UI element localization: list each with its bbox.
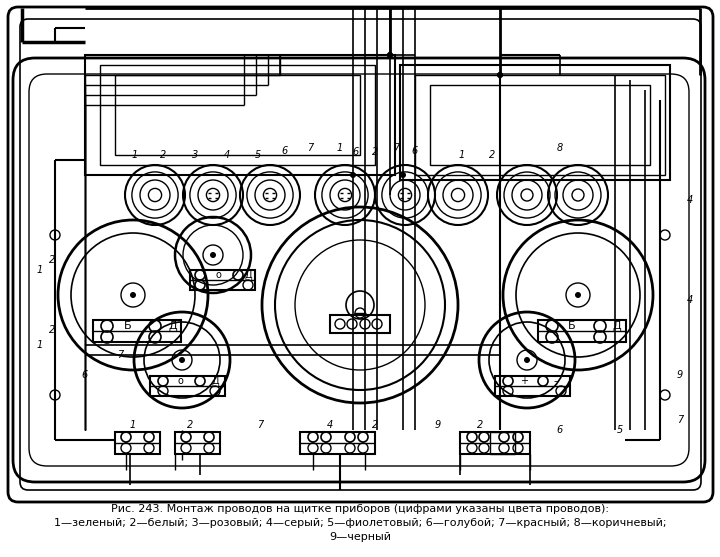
Text: 4: 4 — [687, 295, 693, 305]
Text: 6: 6 — [412, 146, 418, 156]
Bar — [490, 432, 515, 454]
Text: 9: 9 — [677, 370, 683, 380]
Bar — [93, 320, 181, 342]
Text: 1: 1 — [130, 420, 136, 430]
Text: 2: 2 — [489, 150, 495, 160]
Text: Д: Д — [211, 376, 219, 386]
Text: 2: 2 — [372, 147, 378, 157]
Text: 7: 7 — [677, 415, 683, 425]
Text: 2: 2 — [187, 420, 193, 430]
Bar — [430, 85, 650, 165]
Text: Д: Д — [613, 321, 621, 331]
Bar — [300, 432, 375, 454]
Circle shape — [130, 292, 136, 298]
Text: 4: 4 — [327, 420, 333, 430]
Circle shape — [350, 172, 356, 178]
Text: 6: 6 — [353, 147, 359, 157]
Circle shape — [400, 172, 406, 178]
Text: 9: 9 — [435, 420, 441, 430]
Text: 2: 2 — [49, 325, 55, 335]
Text: о: о — [177, 376, 183, 386]
Text: 3: 3 — [192, 150, 198, 160]
Bar — [415, 75, 665, 175]
Text: 4: 4 — [687, 195, 693, 205]
Circle shape — [210, 252, 216, 258]
Text: 1: 1 — [37, 265, 43, 275]
Circle shape — [524, 357, 530, 363]
Text: 1: 1 — [459, 150, 465, 160]
Text: 5: 5 — [617, 425, 623, 435]
Text: 9—черный: 9—черный — [329, 532, 391, 542]
Text: 6: 6 — [557, 425, 563, 435]
Text: 2: 2 — [372, 420, 378, 430]
Text: 5: 5 — [255, 150, 261, 160]
Text: 6: 6 — [82, 370, 88, 380]
Text: 4: 4 — [224, 150, 230, 160]
Text: 1: 1 — [132, 150, 138, 160]
Bar — [495, 376, 570, 396]
Bar — [330, 315, 390, 333]
Text: 1—зеленый; 2—белый; 3—розовый; 4—серый; 5—фиолетовый; 6—голубой; 7—красный; 8—ко: 1—зеленый; 2—белый; 3—розовый; 4—серый; … — [54, 518, 666, 528]
Text: 7: 7 — [117, 350, 123, 360]
Text: 8: 8 — [557, 143, 563, 153]
Circle shape — [387, 52, 393, 58]
Text: 1: 1 — [337, 143, 343, 153]
Text: 1: 1 — [37, 340, 43, 350]
Circle shape — [497, 72, 503, 78]
Text: о: о — [215, 270, 221, 280]
Text: 7: 7 — [307, 143, 313, 153]
Bar — [538, 320, 626, 342]
Bar — [190, 270, 255, 290]
Text: +: + — [520, 376, 528, 386]
Text: 7: 7 — [257, 420, 263, 430]
Bar — [175, 432, 220, 454]
Text: Д: Д — [168, 321, 177, 331]
Bar — [150, 376, 225, 396]
Circle shape — [387, 52, 393, 58]
Text: Д: Д — [244, 270, 252, 280]
Text: Б: Б — [568, 321, 576, 331]
Bar — [115, 432, 160, 454]
Bar — [100, 65, 375, 165]
Circle shape — [497, 72, 503, 78]
Bar — [115, 75, 360, 155]
Bar — [460, 432, 530, 454]
Bar — [85, 55, 395, 175]
Text: Б: Б — [124, 321, 132, 331]
Text: –: – — [553, 376, 559, 386]
Text: Рис. 243. Монтаж проводов на щитке приборов (цифрами указаны цвета проводов):: Рис. 243. Монтаж проводов на щитке прибо… — [111, 504, 609, 514]
Text: 2: 2 — [477, 420, 483, 430]
Circle shape — [575, 292, 581, 298]
Bar — [400, 65, 670, 180]
Text: 6: 6 — [282, 146, 288, 156]
Text: 2: 2 — [49, 255, 55, 265]
Text: 7: 7 — [393, 143, 399, 153]
Text: 2: 2 — [160, 150, 166, 160]
Circle shape — [179, 357, 185, 363]
